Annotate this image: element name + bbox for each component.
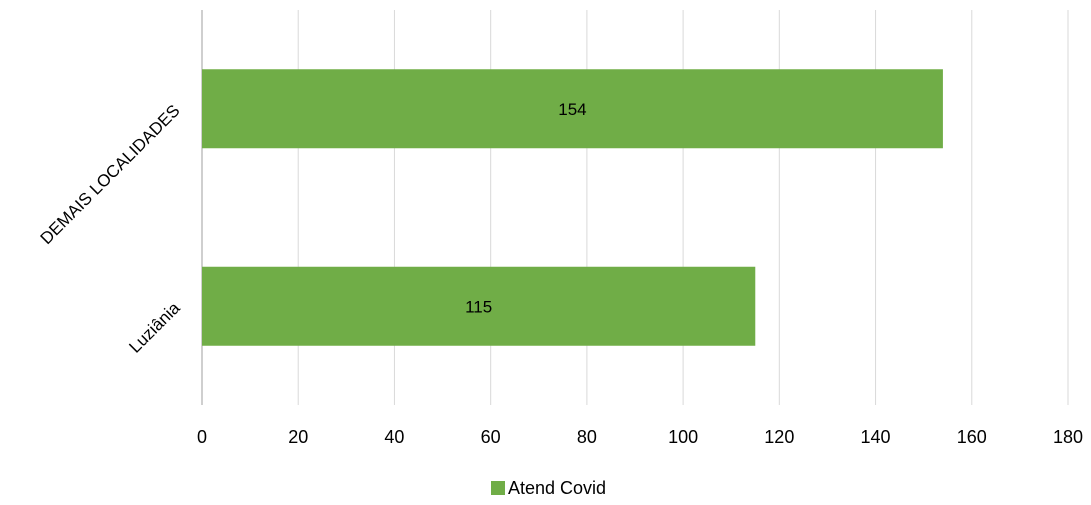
bar [202, 69, 943, 149]
x-tick-label: 180 [1053, 427, 1083, 447]
category-label: DEMAIS LOCALIDADES [37, 101, 184, 248]
x-tick-label: 140 [861, 427, 891, 447]
bar [202, 266, 756, 346]
data-label: 115 [465, 297, 492, 316]
x-tick-label: 40 [384, 427, 404, 447]
category-label: Luziânia [125, 298, 184, 357]
data-label: 154 [558, 100, 586, 119]
x-tick-label: 160 [957, 427, 987, 447]
x-tick-label: 0 [197, 427, 207, 447]
legend-label: Atend Covid [508, 478, 606, 498]
x-tick-label: 100 [668, 427, 698, 447]
bars [202, 69, 943, 346]
x-tick-label: 80 [577, 427, 597, 447]
x-tick-label: 20 [288, 427, 308, 447]
data-labels: 154 115 [465, 100, 587, 317]
legend: Atend Covid [491, 478, 606, 498]
x-tick-label: 60 [481, 427, 501, 447]
x-tick-label: 120 [764, 427, 794, 447]
x-axis-ticks: 0 20 40 60 80 100 120 140 160 180 [197, 427, 1083, 447]
legend-swatch [491, 481, 505, 495]
category-labels: DEMAIS LOCALIDADES Luziânia [37, 101, 184, 357]
